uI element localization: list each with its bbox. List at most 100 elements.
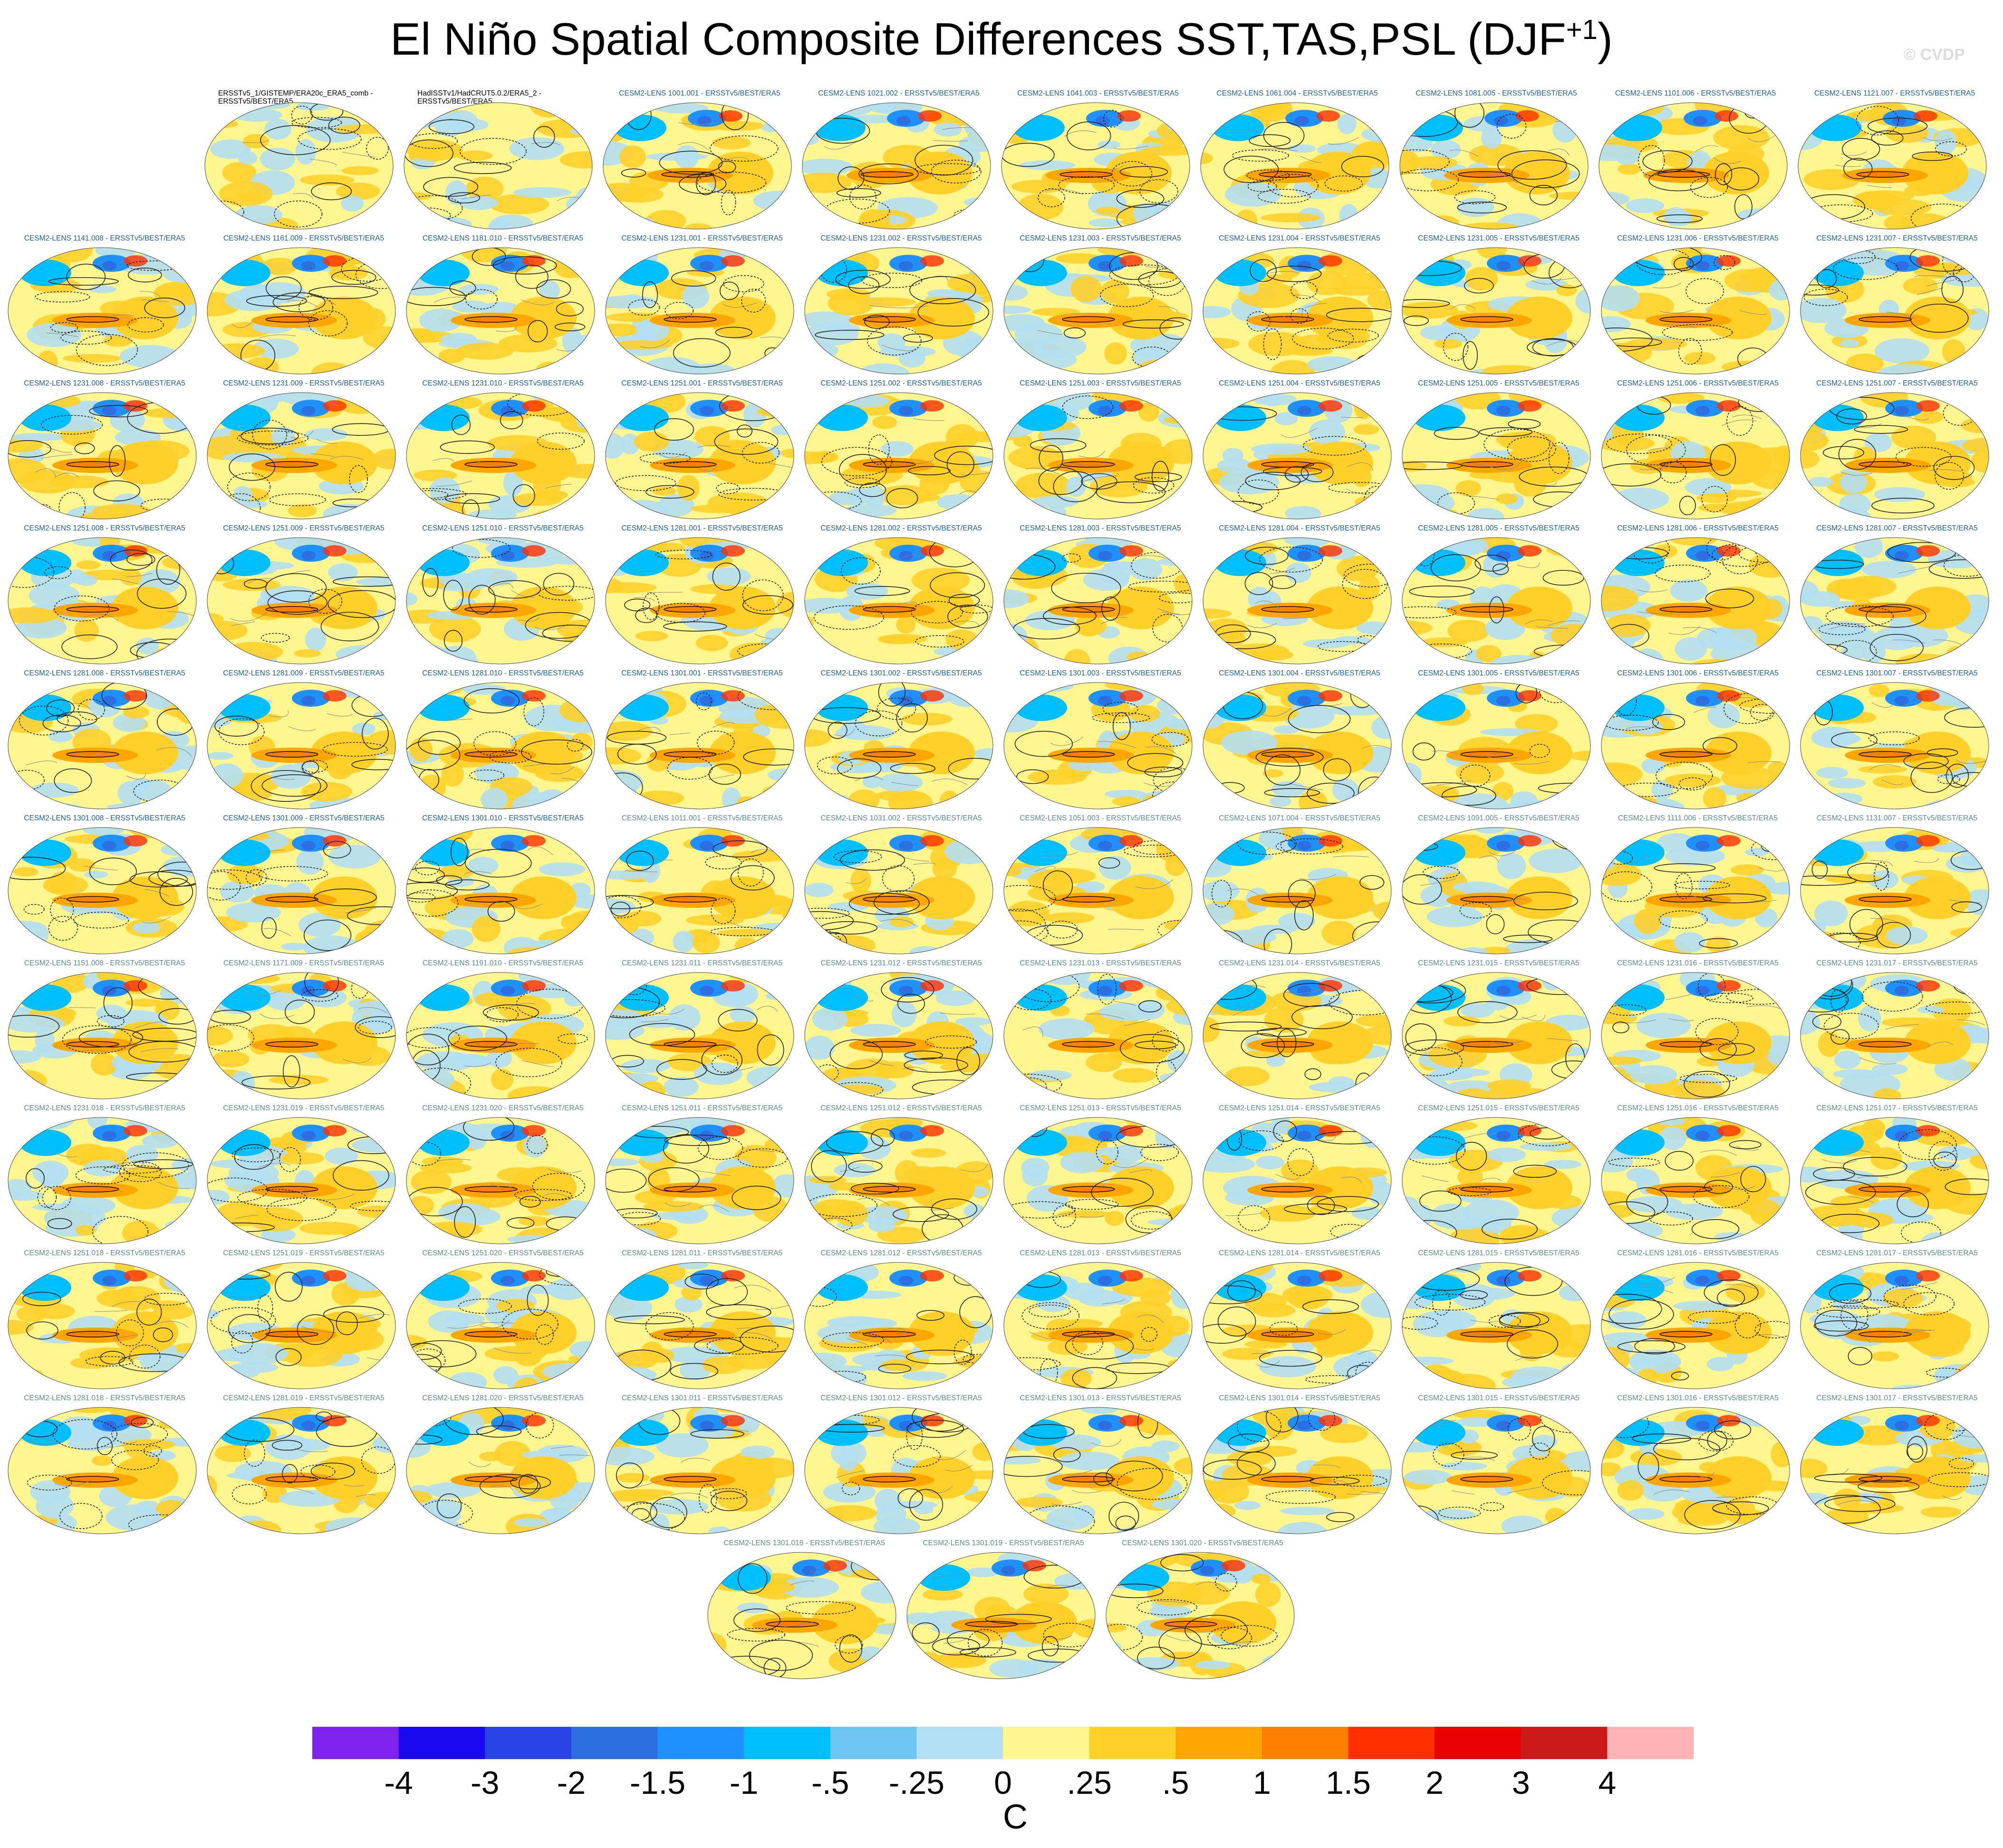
panel-label: CESM2-LENS 1031.002 - ERSSTv5/BEST/ERA5: [820, 814, 982, 822]
panel-label: CESM2-LENS 1281.011 - ERSSTv5/BEST/ERA5: [621, 1249, 783, 1257]
title-main: El Niño Spatial Composite Differences SS…: [390, 14, 1566, 65]
global-map: [1800, 1262, 1989, 1389]
panel-label: CESM2-LENS 1231.017 - ERSSTv5/BEST/ERA5: [1816, 959, 1978, 967]
global-map: [1106, 1552, 1295, 1679]
panel-label: CESM2-LENS 1251.006 - ERSSTv5/BEST/ERA5: [1617, 379, 1779, 387]
panel-label: CESM2-LENS 1011.001 - ERSSTv5/BEST/ERA5: [621, 814, 783, 822]
global-map: [8, 1262, 197, 1389]
global-map: [1402, 1262, 1591, 1389]
map-panel: CESM2-LENS 1281.010 - ERSSTv5/BEST/ERA5: [405, 669, 600, 812]
panel-label: CESM2-LENS 1231.015 - ERSSTv5/BEST/ERA5: [1418, 959, 1579, 967]
global-map: [804, 827, 993, 954]
panel-label: CESM2-LENS 1281.017 - ERSSTv5/BEST/ERA5: [1816, 1249, 1978, 1257]
global-map: [406, 972, 595, 1099]
map-panel: CESM2-LENS 1111.006 - ERSSTv5/BEST/ERA5: [1600, 814, 1795, 957]
panel-label: CESM2-LENS 1301.005 - ERSSTv5/BEST/ERA5: [1418, 669, 1579, 677]
colorbar-swatch: [1607, 1727, 1694, 1759]
panel-label: CESM2-LENS 1111.006 - ERSSTv5/BEST/ERA5: [1618, 814, 1778, 822]
map-panel: CESM2-LENS 1281.007 - ERSSTv5/BEST/ERA5: [1800, 524, 1994, 667]
global-map: [1003, 392, 1193, 520]
global-map: [1203, 537, 1392, 664]
panel-label: CESM2-LENS 1301.009 - ERSSTv5/BEST/ERA5: [223, 814, 385, 822]
panel-label: CESM2-LENS 1301.019 - ERSSTv5/BEST/ERA5: [923, 1539, 1084, 1547]
global-map: [1399, 102, 1589, 230]
panel-label: CESM2-LENS 1251.005 - ERSSTv5/BEST/ERA5: [1418, 379, 1579, 387]
map-panel: CESM2-LENS 1251.009 - ERSSTv5/BEST/ERA5: [206, 524, 401, 667]
global-map: [406, 1407, 595, 1534]
panel-label: CESM2-LENS 1301.008 - ERSSTv5/BEST/ERA5: [24, 814, 185, 822]
map-panel: CESM2-LENS 1301.006 - ERSSTv5/BEST/ERA5: [1600, 669, 1795, 812]
map-panel: CESM2-LENS 1281.006 - ERSSTv5/BEST/ERA5: [1600, 524, 1795, 667]
colorbar-swatch: [312, 1727, 399, 1759]
global-map: [605, 247, 794, 375]
panel-label: CESM2-LENS 1281.004 - ERSSTv5/BEST/ERA5: [1219, 524, 1380, 532]
global-map: [1601, 972, 1790, 1099]
map-panel: CESM2-LENS 1231.001 - ERSSTv5/BEST/ERA5: [605, 234, 799, 377]
panel-label: CESM2-LENS 1251.012 - ERSSTv5/BEST/ERA5: [820, 1104, 982, 1112]
global-map: [404, 102, 593, 230]
global-map: [804, 537, 993, 664]
map-panel: CESM2-LENS 1011.001 - ERSSTv5/BEST/ERA5: [605, 814, 799, 957]
map-panel: CESM2-LENS 1301.002 - ERSSTv5/BEST/ERA5: [804, 669, 999, 812]
panel-label: CESM2-LENS 1231.018 - ERSSTv5/BEST/ERA5: [24, 1104, 185, 1112]
global-map: [1601, 1117, 1790, 1244]
map-panel: CESM2-LENS 1231.019 - ERSSTv5/BEST/ERA5: [206, 1104, 401, 1247]
global-map: [804, 972, 993, 1099]
panel-label: CESM2-LENS 1121.007 - ERSSTv5/BEST/ERA5: [1814, 89, 1975, 97]
map-panel: CESM2-LENS 1231.002 - ERSSTv5/BEST/ERA5: [804, 234, 999, 377]
global-map: [1203, 827, 1392, 954]
panel-label: CESM2-LENS 1281.013 - ERSSTv5/BEST/ERA5: [1020, 1249, 1181, 1257]
panel-label: CESM2-LENS 1231.016 - ERSSTv5/BEST/ERA5: [1617, 959, 1779, 967]
map-panel: CESM2-LENS 1121.007 - ERSSTv5/BEST/ERA5: [1797, 89, 1992, 232]
map-panel: ERSSTv5_1/GISTEMP/ERA20c_ERA5_comb - ERS…: [204, 89, 399, 232]
global-map: [1001, 102, 1190, 230]
global-map: [605, 682, 794, 809]
global-map: [1203, 247, 1392, 375]
global-map: [8, 1117, 197, 1244]
colorbar: [312, 1727, 1694, 1759]
map-panel: CESM2-LENS 1301.013 - ERSSTv5/BEST/ERA5: [1003, 1394, 1198, 1537]
colorbar-tick-label: 1.5: [1326, 1765, 1371, 1801]
map-panel: CESM2-LENS 1281.008 - ERSSTv5/BEST/ERA5: [7, 669, 202, 812]
panel-label: CESM2-LENS 1181.010 - ERSSTv5/BEST/ERA5: [422, 234, 584, 242]
global-map: [406, 1262, 595, 1389]
map-panel: CESM2-LENS 1251.008 - ERSSTv5/BEST/ERA5: [7, 524, 202, 667]
panel-label: CESM2-LENS 1231.001 - ERSSTv5/BEST/ERA5: [621, 234, 783, 242]
global-map: [605, 827, 794, 954]
colorbar-swatch: [1175, 1727, 1262, 1759]
map-panel: CESM2-LENS 1301.003 - ERSSTv5/BEST/ERA5: [1003, 669, 1198, 812]
map-panel: CESM2-LENS 1251.016 - ERSSTv5/BEST/ERA5: [1600, 1104, 1795, 1247]
map-panel: CESM2-LENS 1021.002 - ERSSTv5/BEST/ERA5: [801, 89, 996, 232]
panel-label: CESM2-LENS 1131.007 - ERSSTv5/BEST/ERA5: [1816, 814, 1978, 822]
map-panel: CESM2-LENS 1281.002 - ERSSTv5/BEST/ERA5: [804, 524, 999, 667]
panel-label: CESM2-LENS 1251.020 - ERSSTv5/BEST/ERA5: [422, 1249, 584, 1257]
map-panel: CESM2-LENS 1251.010 - ERSSTv5/BEST/ERA5: [405, 524, 600, 667]
panel-label: CESM2-LENS 1301.017 - ERSSTv5/BEST/ERA5: [1816, 1394, 1978, 1402]
global-map: [207, 1117, 396, 1244]
map-panel: CESM2-LENS 1041.003 - ERSSTv5/BEST/ERA5: [1001, 89, 1195, 232]
panel-label: CESM2-LENS 1251.004 - ERSSTv5/BEST/ERA5: [1219, 379, 1380, 387]
map-panel: CESM2-LENS 1231.005 - ERSSTv5/BEST/ERA5: [1401, 234, 1596, 377]
colorbar-tick-label: 0: [994, 1765, 1012, 1801]
panel-label: CESM2-LENS 1061.004 - ERSSTv5/BEST/ERA5: [1216, 89, 1378, 97]
global-map: [605, 392, 794, 520]
panel-label: CESM2-LENS 1281.015 - ERSSTv5/BEST/ERA5: [1418, 1249, 1579, 1257]
map-panel: CESM2-LENS 1141.008 - ERSSTv5/BEST/ERA5: [7, 234, 202, 377]
panel-label: CESM2-LENS 1281.007 - ERSSTv5/BEST/ERA5: [1816, 524, 1978, 532]
global-map: [605, 1117, 794, 1244]
panel-label: CESM2-LENS 1301.014 - ERSSTv5/BEST/ERA5: [1219, 1394, 1380, 1402]
global-map: [1003, 1117, 1193, 1244]
panel-label: CESM2-LENS 1281.008 - ERSSTv5/BEST/ERA5: [24, 669, 185, 677]
global-map: [207, 392, 396, 520]
panel-label: CESM2-LENS 1251.014 - ERSSTv5/BEST/ERA5: [1219, 1104, 1380, 1112]
global-map: [1800, 392, 1989, 520]
global-map: [605, 972, 794, 1099]
global-map: [707, 1552, 896, 1679]
map-panel: CESM2-LENS 1231.015 - ERSSTv5/BEST/ERA5: [1401, 959, 1596, 1102]
panel-label: CESM2-LENS 1281.020 - ERSSTv5/BEST/ERA5: [422, 1394, 584, 1402]
map-panel: CESM2-LENS 1301.016 - ERSSTv5/BEST/ERA5: [1600, 1394, 1795, 1537]
map-panel-grid: ERSSTv5_1/GISTEMP/ERA20c_ERA5_comb - ERS…: [7, 89, 1994, 1679]
panel-label: CESM2-LENS 1091.005 - ERSSTv5/BEST/ERA5: [1418, 814, 1579, 822]
global-map: [1601, 682, 1790, 809]
map-panel: CESM2-LENS 1251.002 - ERSSTv5/BEST/ERA5: [804, 379, 999, 522]
